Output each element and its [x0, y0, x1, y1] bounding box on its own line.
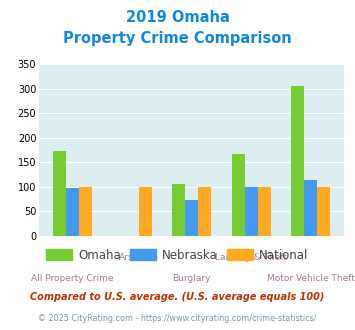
- Text: Property Crime Comparison: Property Crime Comparison: [63, 31, 292, 46]
- Bar: [198, 187, 211, 236]
- Bar: [66, 188, 79, 236]
- Text: Burglary: Burglary: [173, 274, 211, 283]
- Bar: [317, 187, 331, 236]
- Bar: [53, 151, 66, 236]
- Bar: [79, 187, 92, 236]
- Bar: [291, 86, 304, 236]
- Text: Arson: Arson: [119, 253, 145, 262]
- Text: Larceny & Theft: Larceny & Theft: [215, 253, 287, 262]
- Bar: [231, 153, 245, 236]
- Bar: [258, 187, 271, 236]
- Text: © 2025 CityRating.com - https://www.cityrating.com/crime-statistics/: © 2025 CityRating.com - https://www.city…: [38, 314, 317, 323]
- Bar: [172, 184, 185, 236]
- Text: All Property Crime: All Property Crime: [31, 274, 114, 283]
- Text: Compared to U.S. average. (U.S. average equals 100): Compared to U.S. average. (U.S. average …: [30, 292, 325, 302]
- Bar: [304, 180, 317, 236]
- Bar: [245, 187, 258, 236]
- Bar: [185, 200, 198, 236]
- Legend: Omaha, Nebraska, National: Omaha, Nebraska, National: [42, 244, 313, 266]
- Text: Motor Vehicle Theft: Motor Vehicle Theft: [267, 274, 355, 283]
- Text: 2019 Omaha: 2019 Omaha: [126, 10, 229, 25]
- Bar: [139, 187, 152, 236]
